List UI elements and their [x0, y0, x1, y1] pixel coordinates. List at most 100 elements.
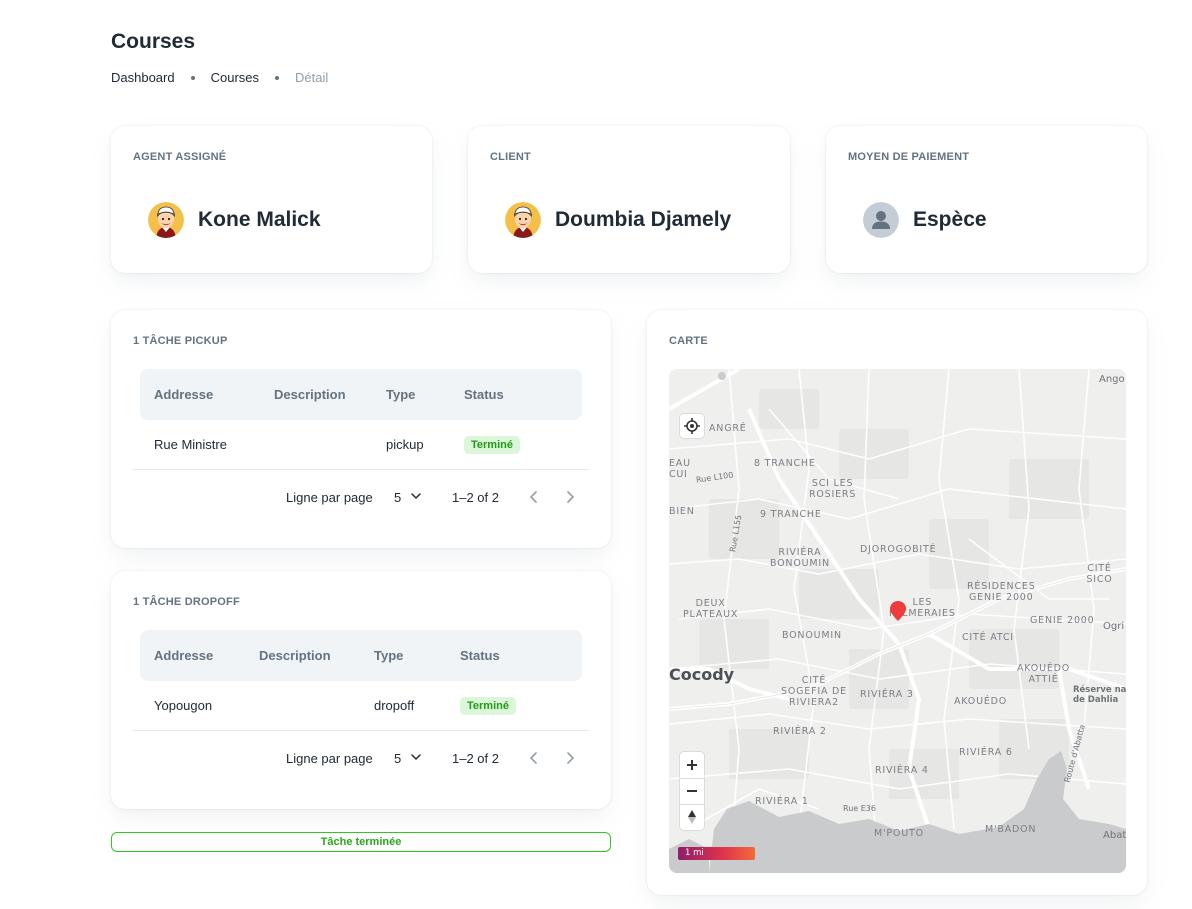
location-pin-icon[interactable] [890, 601, 906, 621]
map-place-ogri: Ogri [1103, 621, 1125, 632]
column-header-description[interactable]: Description [259, 648, 331, 663]
map-label-riviera-bonoumin: RIVIÉRA BONOUMIN [770, 547, 830, 569]
pickup-task-card: 1 TÂCHE PICKUP Addresse Description Type… [111, 310, 611, 548]
map-label-genie-2000: GENIE 2000 [1030, 615, 1095, 626]
breadcrumb-courses[interactable]: Courses [210, 70, 260, 85]
map-label-eau: EAU CUI [669, 458, 691, 480]
pickup-table-header: Addresse Description Type Status [140, 369, 582, 420]
breadcrumb-separator [275, 75, 280, 80]
geolocate-button[interactable] [680, 414, 704, 438]
payment-method: Espèce [913, 208, 987, 231]
map-scale-label: 1 mi [685, 848, 704, 858]
column-header-type[interactable]: Type [386, 387, 416, 402]
column-header-address[interactable]: Addresse [154, 387, 214, 402]
cell-address: Rue Ministre [154, 437, 227, 452]
client-name: Doumbia Djamely [555, 208, 732, 231]
column-header-type[interactable]: Type [374, 648, 404, 663]
map-label-akouedo-attie: AKOUÉDO ATTIÉ [1017, 663, 1071, 685]
table-row[interactable]: Yopougon dropoff Terminé [133, 681, 589, 731]
map-label-palmeraies: LES PALMERAIES [889, 597, 956, 619]
map-label-9-tranche: 9 TRANCHE [760, 509, 822, 520]
chevron-left-icon[interactable] [526, 488, 542, 506]
chevron-left-icon[interactable] [526, 749, 542, 767]
map-view[interactable]: ANGRÉ 8 TRANCHE SCI LES ROSIERS 9 TRANCH… [669, 369, 1126, 873]
cell-address: Yopougon [154, 698, 213, 713]
chevron-right-icon[interactable] [562, 749, 578, 767]
column-header-address[interactable]: Addresse [154, 648, 214, 663]
cartoon-avatar-icon [148, 202, 184, 238]
map-label-akouedo: AKOUÉDO [954, 696, 1008, 707]
dropoff-pagination: Ligne par page 5 1–2 of 2 [111, 747, 611, 771]
map-city-cocody: Cocody [669, 665, 735, 684]
map-label-residences-genie: RÉSIDENCES GENIE 2000 [967, 581, 1036, 603]
map-place-abat: Abat [1103, 830, 1126, 841]
map-label-riviera-4: RIVIÉRA 4 [875, 765, 929, 776]
zoom-out-button[interactable] [680, 778, 704, 804]
plus-icon [687, 760, 697, 770]
breadcrumb-dashboard[interactable]: Dashboard [111, 70, 175, 85]
agent-name: Kone Malick [198, 208, 321, 231]
map-base [669, 369, 1126, 873]
map-label-riviera-3: RIVIÉRA 3 [860, 689, 914, 700]
compass-icon [688, 810, 696, 824]
chevron-down-icon[interactable] [409, 750, 423, 764]
map-label-sci-rosiers: SCI LES ROSIERS [809, 478, 857, 500]
map-label-angre: ANGRÉ [709, 423, 747, 434]
rows-per-page-label: Ligne par page [286, 751, 373, 766]
pagination-range: 1–2 of 2 [452, 751, 499, 766]
map-label-cite-atci: CITÉ ATCI [962, 632, 1014, 643]
map-label-djorogobite: DJOROGOBITÉ [860, 544, 937, 555]
compass-button[interactable] [680, 804, 704, 830]
minus-icon [687, 790, 697, 792]
dropoff-card-title: 1 TÂCHE DROPOFF [133, 596, 240, 608]
rows-per-page-select[interactable]: 5 [394, 751, 402, 766]
cell-type: dropoff [374, 698, 415, 713]
column-header-status[interactable]: Status [460, 648, 500, 663]
map-label-mpouto: M'POUTO [874, 828, 924, 839]
payment-person: Espèce [863, 202, 987, 238]
map-label-sogefia: CITÉ SOGEFIA DE RIVIERA2 [781, 675, 847, 708]
column-header-description[interactable]: Description [274, 387, 346, 402]
map-scale-bar [678, 847, 755, 860]
zoom-controls [680, 752, 704, 830]
default-user-icon [863, 202, 899, 238]
map-label-riviera-1: RIVIÉRA 1 [755, 796, 809, 807]
map-label-bonoumin: BONOUMIN [782, 630, 842, 641]
map-label-riviera-6: RIVIÉRA 6 [959, 747, 1013, 758]
map-label-mbadon: M'BADON [985, 824, 1037, 835]
page-title: Courses [111, 30, 196, 53]
agent-person: Kone Malick [148, 202, 321, 238]
pagination-range: 1–2 of 2 [452, 490, 499, 505]
breadcrumb-separator [190, 75, 195, 80]
table-row[interactable]: Rue Ministre pickup Terminé [133, 420, 589, 470]
chevron-down-icon[interactable] [409, 489, 423, 503]
map-label-cite-sico: CITÉ SICO [1086, 563, 1113, 585]
zoom-in-button[interactable] [680, 752, 704, 778]
status-badge: Terminé [460, 697, 516, 715]
zoom-divider [680, 778, 704, 779]
rows-per-page-select[interactable]: 5 [394, 490, 402, 505]
client-person: Doumbia Djamely [505, 202, 731, 238]
client-card-label: CLIENT [490, 151, 531, 163]
pickup-card-title: 1 TÂCHE PICKUP [133, 335, 228, 347]
map-label-riviera-2: RIVIÉRA 2 [773, 726, 827, 737]
map-road-e36: Rue E36 [843, 804, 876, 813]
status-badge: Terminé [464, 436, 520, 454]
rows-per-page-label: Ligne par page [286, 490, 373, 505]
map-place-reserve: Réserve na de Dahlia [1073, 685, 1126, 705]
map-label-8-tranche: 8 TRANCHE [754, 458, 816, 469]
payment-card: MOYEN DE PAIEMENT Espèce [826, 126, 1147, 273]
agent-card-label: AGENT ASSIGNÉ [133, 151, 227, 163]
chevron-right-icon[interactable] [562, 488, 578, 506]
map-place-ango: Ango [1099, 374, 1125, 385]
map-card-title: CARTE [669, 335, 708, 347]
map-label-bien: BIEN [669, 506, 695, 517]
breadcrumb: Dashboard Courses Détail [111, 70, 328, 85]
breadcrumb-detail: Détail [295, 70, 329, 85]
column-header-status[interactable]: Status [464, 387, 504, 402]
map-label-deux-plateaux: DEUX PLATEAUX [683, 598, 739, 620]
task-done-button[interactable]: Tâche terminée [111, 832, 611, 852]
crosshair-icon [684, 418, 700, 434]
zoom-divider [680, 804, 704, 805]
cartoon-avatar-icon [505, 202, 541, 238]
